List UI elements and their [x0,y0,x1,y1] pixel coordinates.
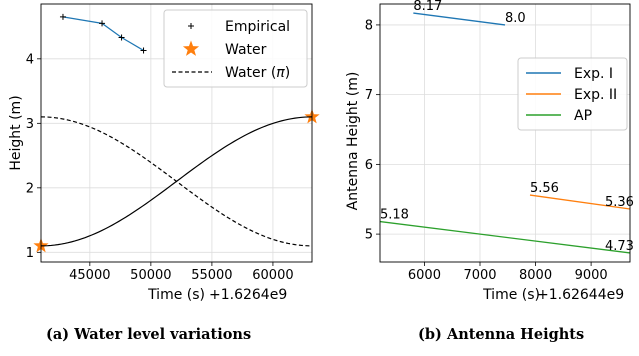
chart-b-xtick-label: 7000 [463,268,496,283]
caption-a-letter: (a) [46,326,70,343]
chart-b-ytick-label: 8 [365,18,373,33]
chart-b-annotation: 5.18 [380,208,409,223]
chart-water-level: 45000 50000 55000 60000 1 2 3 4 Empirical Water Wa… [8,3,320,303]
caption-a-text: Water level variations [74,326,252,343]
chart-b-annotation: 8.0 [505,11,526,26]
chart-a-ytick-label: 4 [26,52,34,67]
chart-a-xtick-label: 45000 [69,268,110,283]
caption-a: (a) Water level variations [46,326,251,343]
chart-b-series-exp-i [413,12,506,26]
chart-b-ylabel: Antenna Height (m) [345,72,361,211]
chart-antenna-heights: 6000 7000 8000 9000 5 6 7 8 8.17 8.0 5.56 5.36 5.18 4… [345,0,634,303]
chart-a-xtick-label: 55000 [191,268,232,283]
chart-a-xtick-label: 60000 [252,268,293,283]
chart-b-legend-box [517,57,628,131]
chart-a-ytick-label: 2 [26,181,34,196]
chart-a-legend-pi-symbol: π [276,65,285,81]
chart-b-ytick-label: 5 [365,228,373,243]
chart-a-empirical-point [118,34,125,41]
chart-a-x-offset: +1.6264e9 [209,287,287,303]
chart-a-empirical-line [62,16,144,51]
chart-b-annotation: 4.73 [605,239,634,254]
chart-b-xtick-label: 6000 [408,268,441,283]
chart-b-ytick-label: 6 [365,158,373,173]
chart-a-empirical-point [140,47,147,54]
chart-a-empirical-point [99,20,106,27]
chart-b-x-offset: +1.62644e9 [537,287,624,303]
chart-b-frame [379,3,631,263]
chart-a-legend-water-pi-label: Water (π) [225,65,290,81]
chart-b-series-ap [379,220,631,254]
chart-a-xlabel: Time (s) [147,287,205,303]
chart-a-empirical-point [59,13,66,20]
chart-a-series-solid-curve [41,116,312,247]
chart-b-annotation: 5.56 [530,181,559,196]
chart-b-xlabel: Time (s) [482,287,540,303]
chart-b-xtick-label: 8000 [519,268,552,283]
chart-a-legend-empirical-label: Empirical [225,19,290,35]
chart-b-legend-label: AP [574,108,592,124]
chart-a-ylabel: Height (m) [8,95,24,170]
chart-a-legend-box [163,9,308,88]
chart-b-annotation: 5.36 [605,195,634,210]
caption-b-text: Antenna Heights [446,326,585,343]
chart-a-ytick-label: 3 [26,117,34,132]
chart-a-xtick-label: 50000 [130,268,171,283]
chart-a-ytick-label: 1 [26,246,34,261]
chart-b-legend-label: Exp. II [574,87,617,103]
chart-a-legend-water-label: Water [225,42,267,58]
chart-b-series-exp-ii [529,194,631,210]
chart-a-frame [40,3,313,263]
chart-b-legend-label: Exp. I [574,66,613,82]
chart-a-legend-empirical-marker [188,23,194,29]
caption-b-letter: (b) [418,326,442,343]
chart-b-xtick-label: 9000 [575,268,608,283]
chart-b-ytick-label: 7 [365,88,373,103]
chart-b-annotation: 8.17 [413,0,442,14]
caption-b: (b) Antenna Heights [418,326,584,343]
chart-a-legend-paren: ) [285,65,290,81]
chart-a-legend-water-marker [182,40,200,56]
